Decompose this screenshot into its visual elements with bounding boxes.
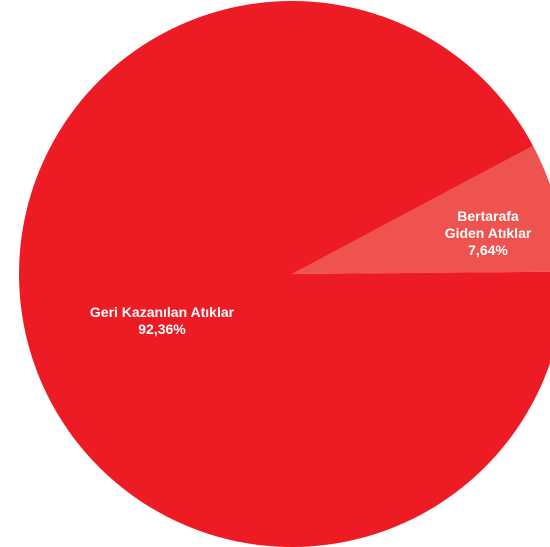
pie-slice-1 [19,1,550,547]
pie-slice-label-0: Bertarafa Giden Atıklar 7,64% [445,208,532,258]
pie-slice-label-line: 7,64% [468,242,508,258]
pie-slice-label-line: Bertarafa [457,208,519,224]
pie-slice-label-line: 92,36% [138,321,186,337]
pie-slice-label-line: Geri Kazanılan Atıklar [90,304,235,320]
pie-slice-label-line: Giden Atıklar [445,225,532,241]
pie-slices [19,1,550,547]
pie-slice-label-1: Geri Kazanılan Atıklar 92,36% [90,304,235,337]
pie-slice-0 [292,145,550,274]
pie-labels: Bertarafa Giden Atıklar 7,64% Geri Kazanıla… [90,208,532,337]
